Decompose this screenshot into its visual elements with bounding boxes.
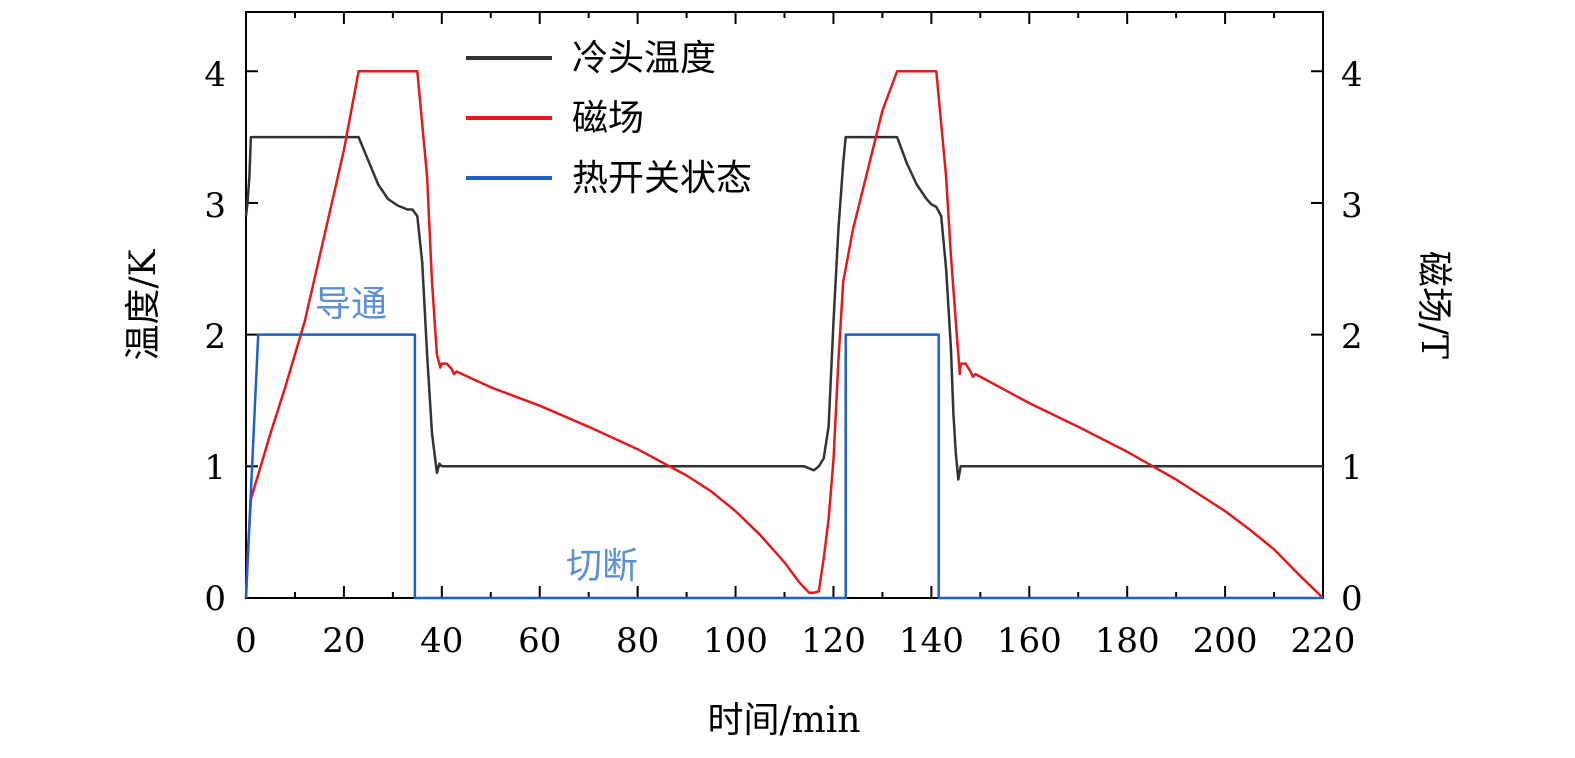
series-layer: [244, 70, 1324, 600]
annotation-conducting: 导通: [315, 284, 387, 325]
y-right-tick-label: 1: [1341, 448, 1363, 488]
y-left-tick-label: 3: [204, 186, 226, 226]
y-right-tick-label: 3: [1341, 186, 1363, 226]
x-tick-label: 0: [235, 621, 257, 661]
ticks-layer: [245, 12, 1324, 599]
y-left-tick-label: 0: [204, 579, 226, 619]
y-left-tick-label: 4: [204, 55, 226, 95]
x-tick-label: 140: [899, 621, 964, 661]
series-field-line: [244, 70, 1324, 599]
plot-frame: [245, 11, 1324, 599]
series-temperature-line: [244, 135, 1323, 481]
x-tick-label: 60: [518, 621, 561, 661]
y-left-axis-title: 温度/K: [123, 248, 164, 360]
y-right-tick-label: 2: [1341, 317, 1363, 357]
x-axis-title: 时间/min: [708, 700, 861, 741]
x-tick-label: 160: [997, 621, 1062, 661]
y-right-tick-label: 4: [1341, 55, 1363, 95]
legend-label-temperature: 冷头温度: [572, 38, 716, 79]
y-left-tick-labels: 0 1 2 3 4: [204, 55, 226, 619]
x-tick-label: 180: [1095, 621, 1160, 661]
y-left-tick-label: 2: [204, 317, 226, 357]
x-tick-label: 20: [322, 621, 365, 661]
x-tick-label: 200: [1193, 621, 1258, 661]
legend: 冷头温度 磁场 热开关状态: [466, 38, 752, 199]
series-switch-line: [244, 333, 1323, 600]
legend-label-field: 磁场: [572, 98, 644, 139]
annotation-cutoff: 切断: [566, 546, 638, 587]
x-tick-label: 220: [1291, 621, 1356, 661]
y-right-tick-label: 0: [1341, 579, 1363, 619]
x-tick-labels: 0 20 40 60 80 100 120 140 160 180 200 22…: [235, 621, 1355, 661]
legend-label-switch: 热开关状态: [572, 158, 752, 199]
y-right-axis-title: 磁场/T: [1413, 251, 1454, 359]
y-left-tick-label: 1: [204, 448, 226, 488]
x-tick-label: 80: [616, 621, 659, 661]
x-tick-label: 100: [703, 621, 768, 661]
y-right-tick-labels: 0 1 2 3 4: [1341, 55, 1363, 619]
x-tick-label: 40: [420, 621, 463, 661]
x-tick-label: 120: [801, 621, 866, 661]
